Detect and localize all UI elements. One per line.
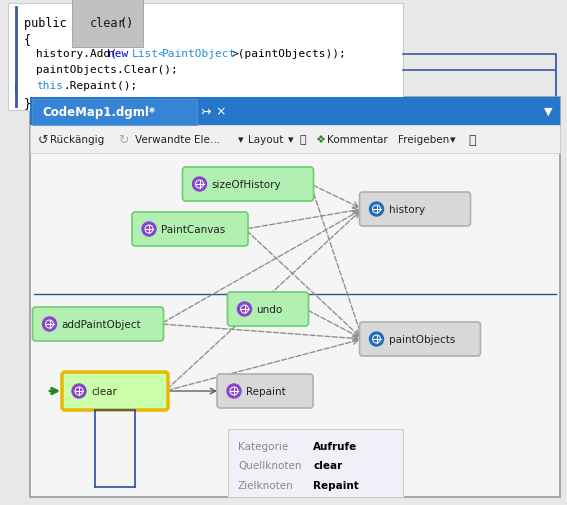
Text: ❖: ❖ — [315, 135, 325, 145]
Text: Repaint: Repaint — [246, 386, 286, 396]
FancyBboxPatch shape — [217, 374, 313, 408]
FancyBboxPatch shape — [359, 192, 471, 227]
FancyBboxPatch shape — [132, 213, 248, 246]
Text: Verwandte Ele...: Verwandte Ele... — [135, 135, 220, 145]
Circle shape — [72, 384, 86, 398]
Bar — [30, 98, 560, 126]
Text: this: this — [36, 81, 63, 91]
Bar — [30, 126, 560, 154]
Text: addPaintObject: addPaintObject — [61, 319, 141, 329]
Text: ↺: ↺ — [38, 133, 49, 146]
Text: .Repaint();: .Repaint(); — [63, 81, 137, 91]
Text: PaintCanvas: PaintCanvas — [161, 225, 225, 234]
Text: Aufrufe: Aufrufe — [313, 441, 357, 451]
Text: ▾: ▾ — [288, 135, 294, 145]
Text: Kommentar: Kommentar — [327, 135, 388, 145]
Text: sizeOfHistory: sizeOfHistory — [211, 180, 281, 189]
Text: Repaint: Repaint — [313, 480, 359, 490]
Bar — [8, 4, 403, 111]
Text: Rückängig: Rückängig — [50, 135, 104, 145]
Circle shape — [227, 384, 241, 398]
Circle shape — [142, 223, 156, 236]
Text: paintObjects.Clear();: paintObjects.Clear(); — [36, 65, 177, 75]
Text: Layout: Layout — [248, 135, 284, 145]
Bar — [32, 100, 197, 126]
Text: PaintObject: PaintObject — [162, 49, 236, 59]
Text: Quellknoten: Quellknoten — [238, 461, 302, 471]
Text: CodeMap1.dgml*: CodeMap1.dgml* — [42, 105, 155, 118]
Text: history.Add(: history.Add( — [36, 49, 117, 59]
Circle shape — [370, 203, 383, 217]
Text: clear: clear — [313, 461, 342, 471]
Text: {: { — [24, 33, 31, 46]
Text: ▾: ▾ — [238, 135, 244, 145]
FancyBboxPatch shape — [62, 372, 168, 410]
Text: ↻: ↻ — [118, 133, 129, 146]
Circle shape — [238, 302, 252, 316]
Text: Freigeben: Freigeben — [398, 135, 449, 145]
Text: clear: clear — [90, 17, 126, 30]
Text: paintObjects: paintObjects — [388, 334, 455, 344]
Text: (): () — [119, 17, 133, 30]
Text: ▼: ▼ — [544, 107, 552, 117]
Text: ⤢: ⤢ — [468, 133, 476, 146]
Text: >(paintObjects));: >(paintObjects)); — [232, 49, 347, 59]
Circle shape — [370, 332, 383, 346]
Circle shape — [193, 178, 206, 191]
Text: undo: undo — [256, 305, 283, 315]
Text: ⌗: ⌗ — [300, 135, 307, 145]
FancyBboxPatch shape — [183, 168, 314, 201]
Bar — [228, 429, 403, 497]
Bar — [30, 98, 560, 497]
FancyBboxPatch shape — [359, 322, 480, 357]
Text: ↣: ↣ — [200, 105, 210, 118]
Text: List<: List< — [132, 49, 166, 59]
Circle shape — [43, 317, 57, 331]
Text: new: new — [108, 49, 135, 59]
Text: Zielknoten: Zielknoten — [238, 480, 294, 490]
Text: public void: public void — [24, 17, 109, 30]
Text: Kategorie: Kategorie — [238, 441, 288, 451]
Text: ▾: ▾ — [450, 135, 456, 145]
FancyBboxPatch shape — [227, 292, 308, 326]
Text: ×: × — [215, 105, 226, 118]
Text: clear: clear — [91, 386, 117, 396]
Text: history: history — [388, 205, 425, 215]
FancyBboxPatch shape — [32, 308, 163, 341]
Text: }: } — [24, 97, 31, 110]
